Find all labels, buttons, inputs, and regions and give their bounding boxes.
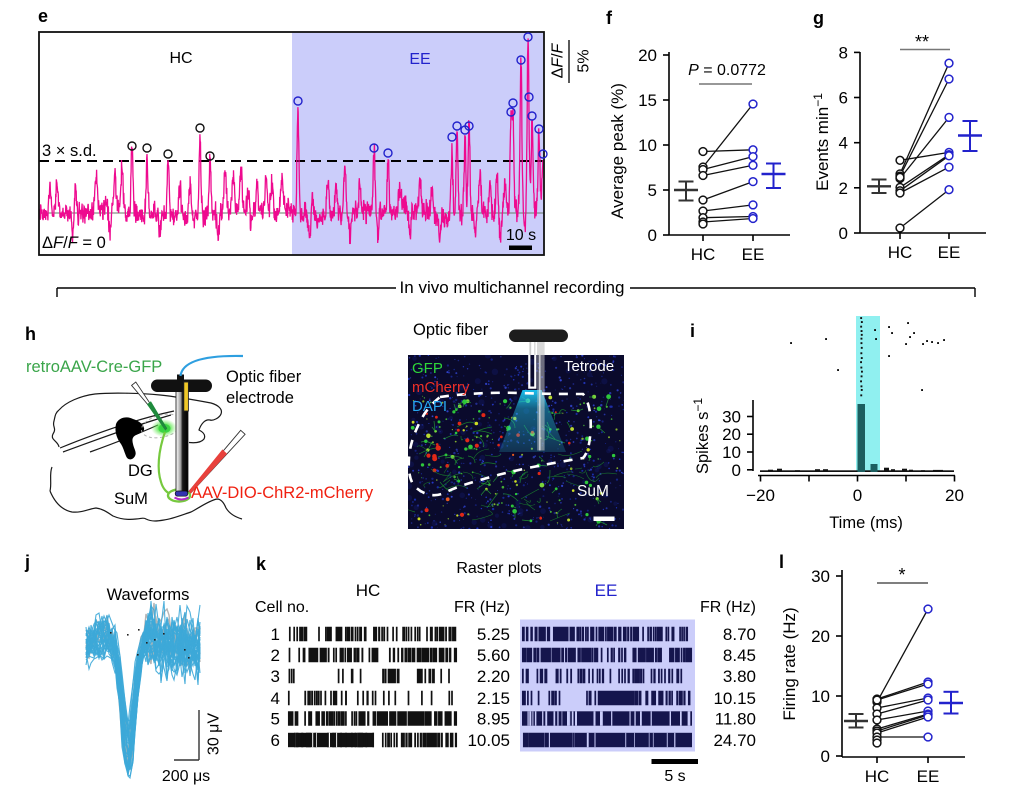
svg-text:EE: EE bbox=[595, 581, 618, 600]
svg-text:ΔF/F: ΔF/F bbox=[550, 42, 567, 78]
svg-text:30: 30 bbox=[811, 567, 830, 586]
svg-text:EE: EE bbox=[917, 767, 940, 786]
svg-text:10.05: 10.05 bbox=[467, 731, 510, 750]
svg-text:2.20: 2.20 bbox=[477, 667, 510, 686]
svg-text:5.25: 5.25 bbox=[477, 625, 510, 644]
svg-text:Optic fiber: Optic fiber bbox=[226, 368, 302, 386]
svg-text:10 s: 10 s bbox=[506, 227, 536, 244]
svg-text:30 μV: 30 μV bbox=[206, 713, 223, 755]
svg-text:**: ** bbox=[915, 32, 929, 52]
svg-text:8.45: 8.45 bbox=[723, 646, 756, 665]
svg-text:P = 0.0772: P = 0.0772 bbox=[688, 62, 766, 79]
svg-text:20: 20 bbox=[638, 46, 657, 65]
svg-text:0: 0 bbox=[732, 461, 741, 480]
svg-text:5: 5 bbox=[271, 709, 280, 728]
svg-text:EE: EE bbox=[938, 243, 961, 262]
svg-text:f: f bbox=[606, 8, 613, 28]
svg-text:Waveforms: Waveforms bbox=[107, 586, 190, 604]
svg-text:HC: HC bbox=[356, 581, 381, 600]
svg-text:5%: 5% bbox=[576, 49, 593, 72]
svg-text:HC: HC bbox=[865, 767, 890, 786]
svg-text:Spikes s−1: Spikes s−1 bbox=[691, 398, 712, 474]
svg-text:Firing rate (Hz): Firing rate (Hz) bbox=[780, 607, 799, 720]
svg-text:−20: −20 bbox=[746, 486, 775, 505]
svg-text:EE: EE bbox=[409, 51, 430, 68]
svg-text:0: 0 bbox=[853, 486, 862, 505]
svg-text:6: 6 bbox=[839, 89, 848, 108]
svg-text:200 μs: 200 μs bbox=[162, 768, 210, 785]
svg-text:l: l bbox=[779, 552, 784, 572]
svg-text:DG: DG bbox=[128, 462, 153, 480]
svg-text:5: 5 bbox=[648, 181, 657, 200]
svg-text:2.15: 2.15 bbox=[477, 689, 510, 708]
svg-text:3 × s.d.: 3 × s.d. bbox=[42, 142, 97, 160]
svg-text:8.70: 8.70 bbox=[723, 625, 756, 644]
svg-text:In vivo multichannel recording: In vivo multichannel recording bbox=[400, 278, 625, 297]
svg-text:4: 4 bbox=[271, 689, 280, 708]
svg-text:10: 10 bbox=[638, 136, 657, 155]
svg-text:3: 3 bbox=[271, 667, 280, 686]
svg-text:electrode: electrode bbox=[226, 389, 294, 407]
svg-text:SuM: SuM bbox=[114, 490, 148, 508]
svg-text:20: 20 bbox=[945, 486, 964, 505]
svg-text:e: e bbox=[38, 6, 48, 26]
svg-text:g: g bbox=[813, 8, 824, 28]
svg-text:Events min−1: Events min−1 bbox=[811, 93, 832, 191]
svg-text:HC: HC bbox=[888, 243, 913, 262]
svg-text:mCherry: mCherry bbox=[412, 379, 470, 396]
svg-text:15: 15 bbox=[638, 91, 657, 110]
svg-text:10.15: 10.15 bbox=[713, 689, 756, 708]
svg-text:i: i bbox=[690, 321, 695, 341]
svg-text:FR (Hz): FR (Hz) bbox=[700, 599, 756, 616]
svg-text:10: 10 bbox=[722, 443, 741, 462]
svg-text:3.80: 3.80 bbox=[723, 667, 756, 686]
svg-text:2: 2 bbox=[839, 179, 848, 198]
svg-text:Optic fiber: Optic fiber bbox=[413, 321, 489, 339]
svg-text:0: 0 bbox=[648, 226, 657, 245]
svg-text:EE: EE bbox=[742, 245, 765, 264]
svg-text:Average peak (%): Average peak (%) bbox=[608, 83, 627, 219]
svg-text:GFP: GFP bbox=[412, 360, 443, 377]
svg-text:5 s: 5 s bbox=[664, 768, 685, 785]
svg-text:0: 0 bbox=[821, 747, 830, 766]
svg-text:j: j bbox=[24, 552, 30, 572]
svg-text:5.60: 5.60 bbox=[477, 646, 510, 665]
svg-text:24.70: 24.70 bbox=[713, 731, 756, 750]
svg-text:*: * bbox=[898, 565, 905, 585]
svg-text:FR (Hz): FR (Hz) bbox=[454, 599, 510, 616]
svg-text:Raster plots: Raster plots bbox=[456, 560, 541, 577]
svg-text:20: 20 bbox=[811, 627, 830, 646]
svg-text:10: 10 bbox=[811, 687, 830, 706]
svg-text:6: 6 bbox=[271, 731, 280, 750]
svg-text:HC: HC bbox=[169, 50, 192, 67]
svg-text:Time (ms): Time (ms) bbox=[829, 514, 903, 532]
svg-text:k: k bbox=[256, 554, 267, 574]
svg-text:HC: HC bbox=[691, 245, 716, 264]
svg-text:Tetrode: Tetrode bbox=[564, 358, 614, 375]
svg-text:2: 2 bbox=[271, 646, 280, 665]
svg-text:20: 20 bbox=[722, 425, 741, 444]
svg-text:h: h bbox=[25, 324, 36, 344]
svg-text:11.80: 11.80 bbox=[715, 709, 756, 728]
svg-text:1: 1 bbox=[271, 625, 280, 644]
svg-text:0: 0 bbox=[839, 224, 848, 243]
svg-text:8.95: 8.95 bbox=[477, 709, 510, 728]
svg-text:30: 30 bbox=[722, 408, 741, 427]
svg-text:8: 8 bbox=[839, 43, 848, 62]
svg-text:SuM: SuM bbox=[577, 483, 609, 500]
svg-text:DAPI: DAPI bbox=[412, 398, 447, 415]
svg-text:4: 4 bbox=[839, 134, 848, 153]
svg-text:retroAAV-Cre-GFP: retroAAV-Cre-GFP bbox=[26, 358, 162, 376]
svg-text:ΔF/F = 0: ΔF/F = 0 bbox=[42, 234, 106, 252]
svg-text:Cell no.: Cell no. bbox=[255, 599, 309, 616]
svg-text:AAV-DIO-ChR2-mCherry: AAV-DIO-ChR2-mCherry bbox=[191, 484, 374, 502]
